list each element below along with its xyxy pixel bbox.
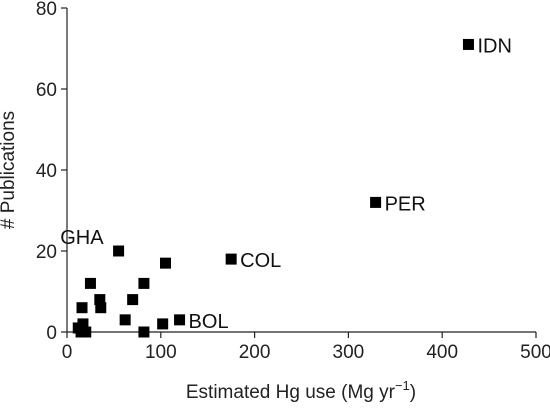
y-tick-label: 80 xyxy=(36,0,57,20)
point-label: COL xyxy=(240,250,281,272)
data-point xyxy=(174,314,186,326)
y-ticks: 0 20 40 60 80 xyxy=(36,0,67,344)
axes xyxy=(66,8,536,333)
x-axis-title: Estimated Hg use (Mg yr−1) xyxy=(186,378,416,403)
x-tick-label: 300 xyxy=(333,342,365,363)
y-tick-label: 20 xyxy=(36,242,57,263)
point-label: BOL xyxy=(189,311,229,333)
x-tick-label: 100 xyxy=(145,342,177,363)
x-tick-label: 200 xyxy=(239,342,271,363)
data-point xyxy=(157,318,169,330)
data-points xyxy=(72,38,474,338)
y-axis-title: # Publications xyxy=(0,111,19,229)
y-tick-label: 40 xyxy=(36,161,57,182)
data-point xyxy=(138,326,150,338)
x-tick-label: 500 xyxy=(520,342,550,363)
data-point xyxy=(159,257,171,269)
data-point xyxy=(119,314,131,326)
data-point xyxy=(138,277,150,289)
x-ticks: 0 100 200 300 400 500 xyxy=(62,332,550,363)
data-point xyxy=(462,38,474,50)
y-tick-label: 0 xyxy=(46,323,57,344)
point-label: IDN xyxy=(477,35,511,57)
x-tick-label: 400 xyxy=(426,342,458,363)
data-point xyxy=(95,302,107,314)
point-label: GHA xyxy=(60,227,104,249)
data-point xyxy=(225,253,237,265)
y-tick-label: 60 xyxy=(36,80,57,101)
point-labels: IDN PER COL GHA BOL xyxy=(60,35,512,332)
data-point xyxy=(113,245,125,257)
data-point xyxy=(84,277,96,289)
x-tick-label: 0 xyxy=(62,342,73,363)
data-point xyxy=(75,326,87,338)
data-point xyxy=(76,302,88,314)
data-point xyxy=(94,294,106,306)
data-point xyxy=(77,318,89,330)
point-label: PER xyxy=(385,193,426,215)
data-point xyxy=(127,294,139,306)
data-point xyxy=(370,196,382,208)
